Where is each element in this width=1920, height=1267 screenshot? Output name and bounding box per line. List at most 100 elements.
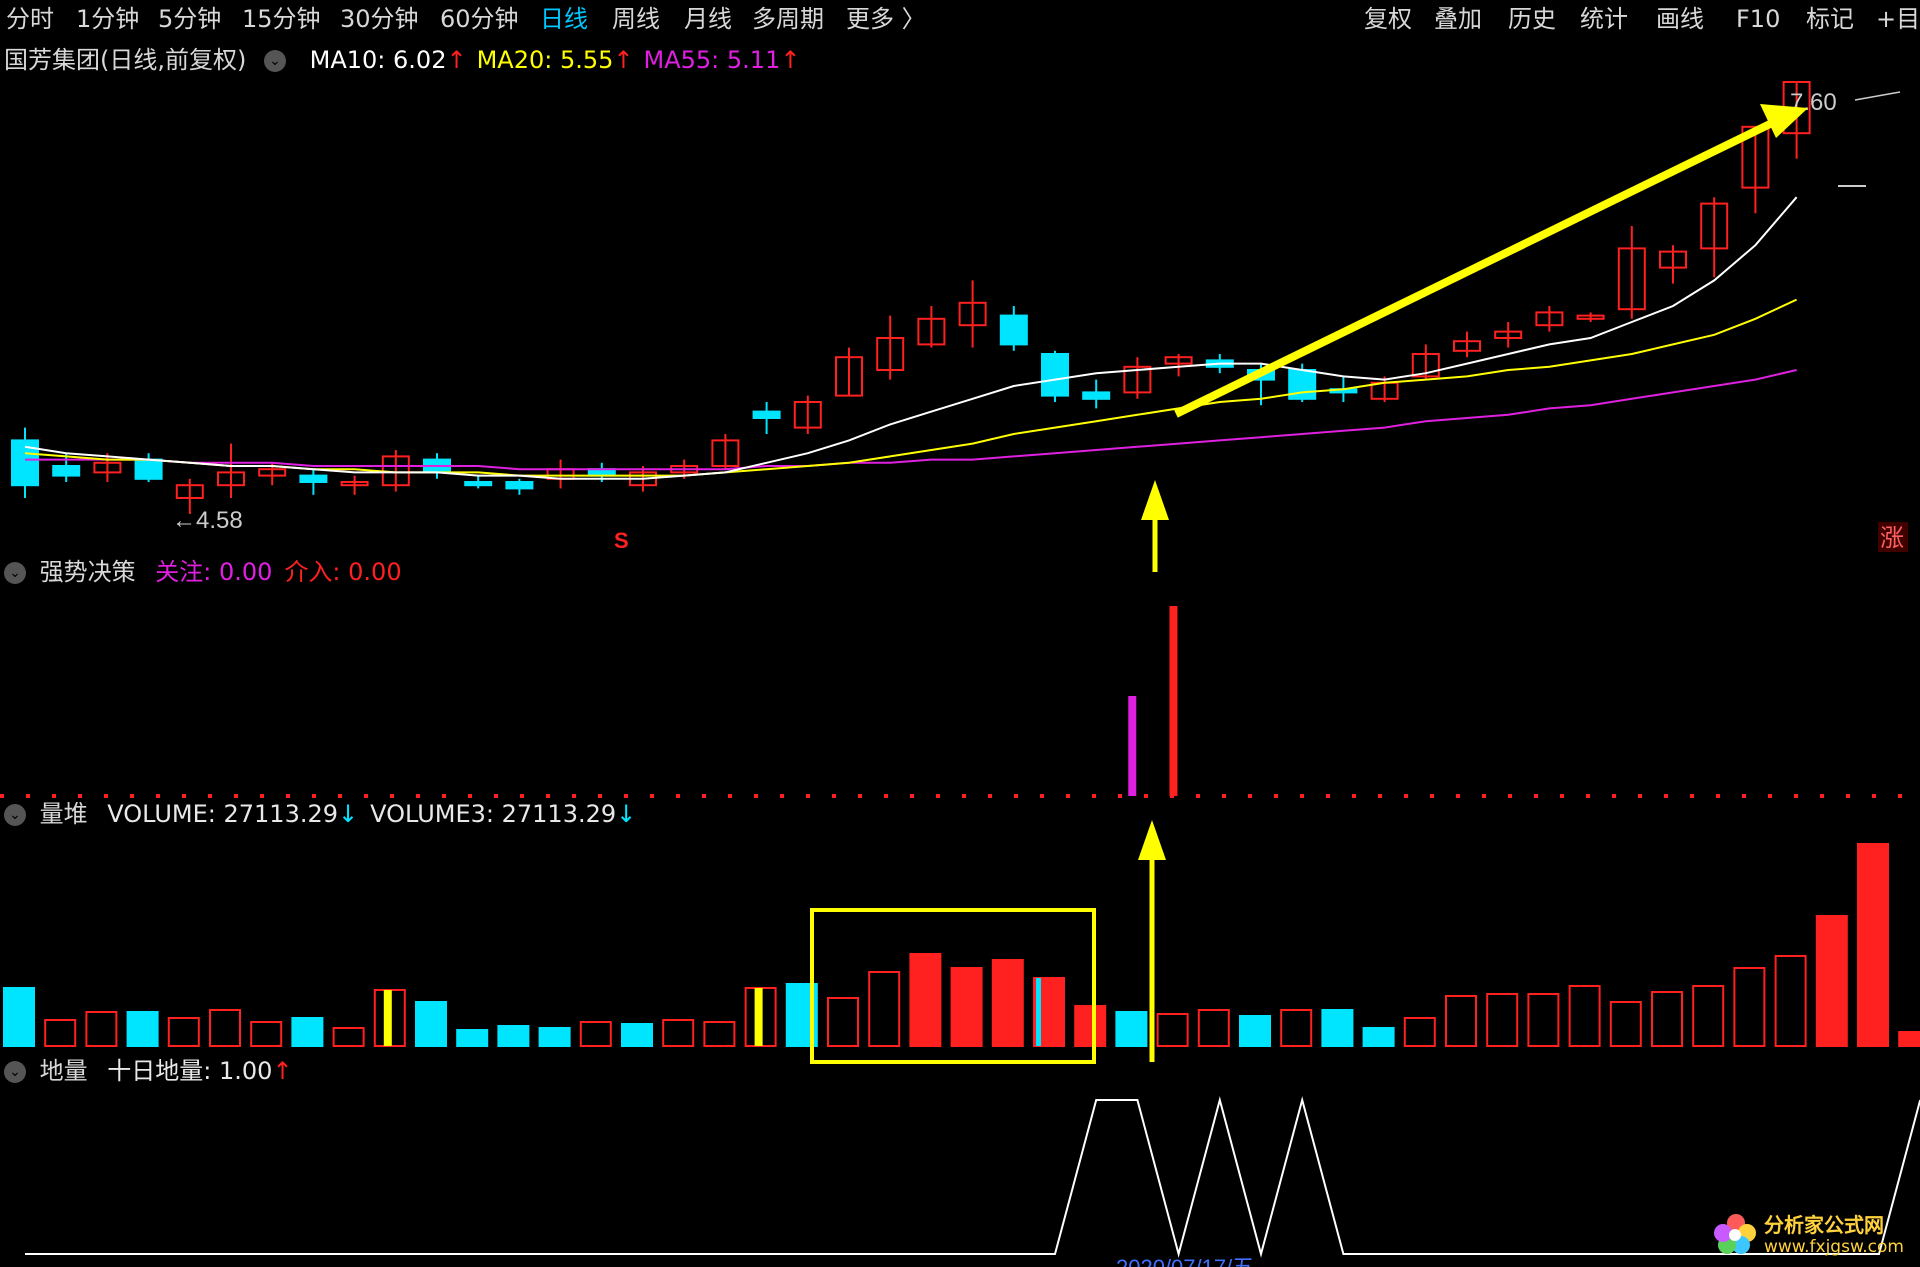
legend-value: 十日地量: 1.00 (107, 1057, 273, 1085)
tab-9[interactable]: 多周期 (752, 5, 824, 33)
volume-bar (1074, 1005, 1107, 1047)
legend-value: VOLUME3: 27113.29 (370, 800, 617, 828)
volume-bar (415, 1001, 447, 1047)
candle-body (1082, 391, 1111, 400)
signal-bar (1128, 696, 1137, 796)
candle-body (340, 481, 369, 487)
ma10-line (24, 196, 1798, 480)
chevron-down-icon[interactable]: ⌄ (4, 804, 26, 826)
highlight-box (810, 908, 1096, 1064)
indicator-legend: 关注: 0.00 介入: 0.00 (143, 558, 401, 586)
candle-body (752, 410, 781, 420)
candle-body (1535, 311, 1564, 327)
volume-bar (1445, 995, 1477, 1047)
volume-panel-header: ⌄ 量堆 VOLUME: 27113.29↓ VOLUME3: 27113.29↓ (4, 798, 636, 830)
volume-bar (1692, 985, 1725, 1047)
arrow-down-icon: ↓ (338, 800, 359, 828)
volume-bar (291, 1017, 324, 1047)
flower-logo-icon (1713, 1211, 1759, 1261)
tab-3[interactable]: 15分钟 (242, 5, 321, 33)
volume-legend: VOLUME: 27113.29↓ VOLUME3: 27113.29↓ (95, 800, 636, 828)
candle-body (1576, 314, 1605, 320)
volume-bar (1898, 1031, 1920, 1047)
volume-bar (497, 1025, 530, 1047)
chevron-down-icon[interactable]: ⌄ (4, 562, 26, 584)
chevron-down-icon[interactable]: ⌄ (4, 1061, 26, 1083)
volume-title: 量堆 (39, 800, 88, 828)
chevron-down-icon[interactable]: ⌄ (264, 50, 286, 72)
legend-value: MA20: 5.55 (476, 46, 614, 74)
tab-6[interactable]: 日线 (540, 5, 588, 33)
tool-6[interactable]: 标记 (1806, 5, 1854, 33)
volume-bar (209, 1009, 241, 1047)
tool-0[interactable]: 复权 (1364, 5, 1412, 33)
volume-bar (1321, 1009, 1354, 1047)
signal-bar (1169, 606, 1178, 796)
volume-bar (3, 987, 35, 1047)
volume-bar (662, 1019, 695, 1047)
volume-bar (950, 967, 983, 1047)
tab-2[interactable]: 5分钟 (158, 5, 222, 33)
volume-bar-highlight (754, 988, 763, 1046)
candle-body (1164, 356, 1193, 365)
candle-body (1411, 353, 1440, 378)
candle-body (505, 481, 534, 490)
indicator-panel-header: ⌄ 强势决策 关注: 0.00 介入: 0.00 (4, 556, 402, 588)
tab-8[interactable]: 月线 (684, 5, 732, 33)
date-label: 2020/07/17/五 (1116, 1255, 1254, 1267)
volume-bar (1651, 991, 1683, 1047)
main-panel-header: 国芳集团(日线,前复权) ⌄ MA10: 6.02↑ MA20: 5.55↑ MA5… (4, 44, 800, 76)
legend-value: 介入: 0.00 (284, 558, 402, 586)
volume-bar (827, 997, 859, 1047)
volume-bar-highlight (383, 990, 392, 1046)
tab-1[interactable]: 1分钟 (76, 5, 140, 33)
bottom-title: 地量 (39, 1057, 88, 1085)
tab-5[interactable]: 60分钟 (440, 5, 519, 33)
ma55-line (25, 369, 1797, 471)
candle-body (52, 465, 81, 477)
volume-bar (1239, 1015, 1271, 1047)
watermark: 分析家公式网 www.fxjgsw.com (1713, 1211, 1904, 1261)
tab-7[interactable]: 周线 (612, 5, 660, 33)
trend-arrow-line (1174, 120, 1772, 418)
tool-1[interactable]: 叠加 (1434, 5, 1482, 33)
tool-7[interactable]: +目 (1876, 5, 1920, 33)
tool-2[interactable]: 历史 (1508, 5, 1556, 33)
arrow-up-icon-head (1141, 480, 1169, 520)
volume-bar (250, 1021, 283, 1047)
tab-10[interactable]: 更多 〉 (846, 5, 926, 33)
tool-3[interactable]: 统计 (1580, 5, 1628, 33)
volume-bar (1280, 1009, 1313, 1047)
volume-bar (1815, 915, 1848, 1047)
volume-bar (1733, 967, 1766, 1047)
legend-value: VOLUME: 27113.29 (107, 800, 339, 828)
arrow-up-icon: ↑ (272, 1057, 293, 1085)
trend-arrow-head (1760, 104, 1808, 138)
tab-0[interactable]: 分时 (6, 5, 54, 33)
tool-5[interactable]: F10 (1736, 5, 1781, 33)
volume-bar (621, 1023, 653, 1047)
volume-bar (1115, 1011, 1148, 1047)
volume-bar (1568, 985, 1601, 1047)
volume-bar (703, 1021, 736, 1047)
volume-bar-highlight (1036, 978, 1041, 1046)
volume-bar (456, 1029, 489, 1047)
tab-4[interactable]: 30分钟 (340, 5, 419, 33)
bottom-legend: 十日地量: 1.00↑ (95, 1057, 292, 1085)
tool-4[interactable]: 画线 (1656, 5, 1704, 33)
arrow-up-icon-head (1138, 820, 1166, 860)
volume-bar (44, 1019, 77, 1047)
arrow-down-icon: ↓ (616, 800, 637, 828)
low-price-label: ←4.58 (172, 507, 243, 534)
candle-body (958, 301, 987, 327)
candle-body (711, 439, 740, 467)
zhang-badge-bg (1878, 522, 1908, 552)
candle-body (1041, 353, 1069, 397)
volume-bar (868, 971, 901, 1047)
volume-bar (1527, 993, 1560, 1047)
ma20-line (24, 298, 1798, 477)
volume-bar (167, 1017, 200, 1047)
candle-body (217, 471, 245, 487)
volume-bar (1197, 1009, 1230, 1047)
